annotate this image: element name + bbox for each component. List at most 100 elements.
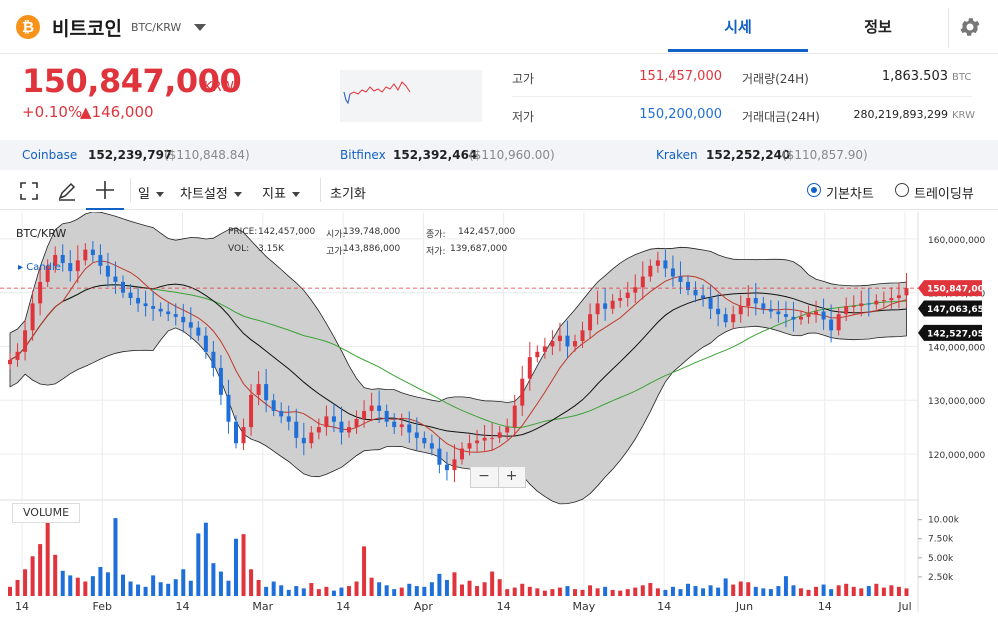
candle-up bbox=[309, 432, 314, 444]
x-tick-label: 14 bbox=[15, 600, 29, 613]
zoom-out-button[interactable]: − bbox=[478, 468, 490, 484]
candle-up bbox=[557, 335, 562, 342]
ohlc-vol-label: VOL: bbox=[228, 244, 250, 254]
volume-bar bbox=[746, 582, 751, 596]
candle-up bbox=[399, 424, 404, 428]
period-dropdown[interactable]: 일 bbox=[138, 183, 164, 202]
volume-bar bbox=[603, 586, 608, 596]
candle-up bbox=[814, 311, 819, 315]
zoom-in-button[interactable]: + bbox=[498, 466, 524, 488]
volume-bar bbox=[731, 584, 736, 596]
candle-up bbox=[452, 459, 457, 471]
chart-settings-dropdown[interactable]: 차트설정 bbox=[180, 183, 242, 202]
volume-bar bbox=[814, 586, 819, 596]
pen-draw-icon[interactable] bbox=[56, 180, 78, 202]
x-tick-label: Jul bbox=[897, 600, 911, 613]
tab-quote[interactable]: 시세 bbox=[668, 0, 808, 52]
exchange-price: 152,252,240 bbox=[706, 148, 791, 162]
ohlc-open-value: 139,748,000 bbox=[343, 227, 401, 237]
exchange-row bbox=[0, 140, 998, 170]
volume-bar bbox=[874, 583, 879, 596]
volume-tick-label: 2.50k bbox=[928, 573, 954, 583]
x-tick-label: 14 bbox=[657, 600, 671, 613]
exchange-name[interactable]: Bitfinex bbox=[340, 148, 386, 162]
volume-bar bbox=[294, 586, 299, 596]
candle-legend[interactable]: ▸ Candle bbox=[18, 262, 61, 273]
price-tag: 142,527,054 bbox=[918, 324, 990, 341]
volume-bar bbox=[836, 585, 841, 596]
volume-bar bbox=[588, 585, 593, 596]
candle-up bbox=[618, 298, 623, 301]
candle-down bbox=[105, 265, 110, 277]
price-chart[interactable]: 14 Feb 14 Mar 14 Apr 14 May 14 Jun 14 Jul 120,000,00… bbox=[0, 212, 998, 629]
candle-up bbox=[746, 298, 751, 307]
candle-up bbox=[53, 255, 58, 266]
gear-icon[interactable] bbox=[958, 15, 982, 39]
pair-dropdown-icon[interactable] bbox=[194, 24, 206, 31]
volume-bar bbox=[23, 569, 28, 596]
candle-up bbox=[640, 276, 645, 288]
volume-bar bbox=[648, 583, 653, 596]
volume-bar bbox=[53, 554, 58, 596]
indicators-dropdown[interactable]: 지표 bbox=[262, 183, 300, 202]
volume-bar bbox=[776, 586, 781, 596]
radio-tradingview[interactable] bbox=[895, 183, 909, 197]
current-price: 150,847,000 bbox=[22, 62, 242, 100]
exchange-name[interactable]: Coinbase bbox=[22, 148, 78, 162]
volume-bar bbox=[271, 581, 276, 596]
ohlc-low-label: 저가: bbox=[426, 247, 446, 257]
candle-up bbox=[535, 351, 540, 358]
volume-bar bbox=[829, 589, 834, 596]
tab-info[interactable]: 정보 bbox=[864, 18, 892, 36]
period-label: 일 bbox=[138, 187, 150, 202]
indicators-label: 지표 bbox=[262, 187, 286, 202]
x-tick-label: Jun bbox=[735, 600, 753, 613]
radio-basic-chart-label[interactable]: 기본차트 bbox=[826, 187, 874, 202]
volume-24h-value: 1,863.503 bbox=[881, 69, 948, 84]
crosshair-tool[interactable] bbox=[86, 172, 124, 210]
volume-bar bbox=[610, 589, 615, 596]
candle-up bbox=[83, 249, 88, 261]
candle-down bbox=[686, 281, 690, 290]
chart-symbol: BTC/KRW bbox=[16, 227, 67, 240]
x-tick-label: May bbox=[573, 600, 596, 613]
candle-down bbox=[392, 421, 397, 428]
volume-bar bbox=[173, 579, 178, 596]
candle-down bbox=[113, 276, 118, 282]
candle-up bbox=[8, 359, 12, 365]
volume-unit: BTC bbox=[952, 72, 972, 83]
price-currency: KRW bbox=[204, 80, 234, 95]
volume-bar bbox=[708, 585, 713, 596]
x-tick-label: 14 bbox=[497, 600, 511, 613]
volume-bar bbox=[444, 579, 449, 596]
fullscreen-icon[interactable] bbox=[18, 180, 40, 202]
volume-bar bbox=[535, 588, 540, 596]
volume-bar bbox=[83, 581, 88, 596]
candle-down bbox=[286, 416, 291, 422]
volume-bar bbox=[670, 586, 675, 596]
candle-up bbox=[23, 330, 28, 352]
volume-bar bbox=[904, 588, 909, 596]
high-value: 151,457,000 bbox=[639, 69, 722, 84]
candle-down bbox=[866, 303, 871, 305]
candle-up bbox=[881, 300, 886, 302]
volume-tick-label: 7.50k bbox=[928, 535, 954, 545]
candle-up bbox=[633, 287, 638, 293]
candle-down bbox=[218, 367, 223, 395]
volume-bar bbox=[821, 584, 826, 596]
volume-bar bbox=[316, 589, 321, 596]
exchange-name[interactable]: Kraken bbox=[656, 148, 698, 162]
radio-tradingview-label[interactable]: 트레이딩뷰 bbox=[914, 187, 974, 202]
candle-down bbox=[422, 437, 427, 444]
candle-down bbox=[603, 303, 608, 309]
volume-bar bbox=[377, 582, 382, 596]
radio-basic-chart[interactable] bbox=[807, 183, 821, 197]
candle-up bbox=[580, 330, 585, 342]
candle-up bbox=[505, 427, 510, 433]
pair-label: BTC/KRW bbox=[131, 21, 182, 34]
y-tick-label: 160,000,000 bbox=[928, 236, 986, 246]
change-percent: +0.10% bbox=[22, 103, 83, 121]
reset-button[interactable]: 초기화 bbox=[330, 187, 366, 202]
candle-down bbox=[821, 311, 826, 320]
candle-up bbox=[38, 281, 43, 304]
